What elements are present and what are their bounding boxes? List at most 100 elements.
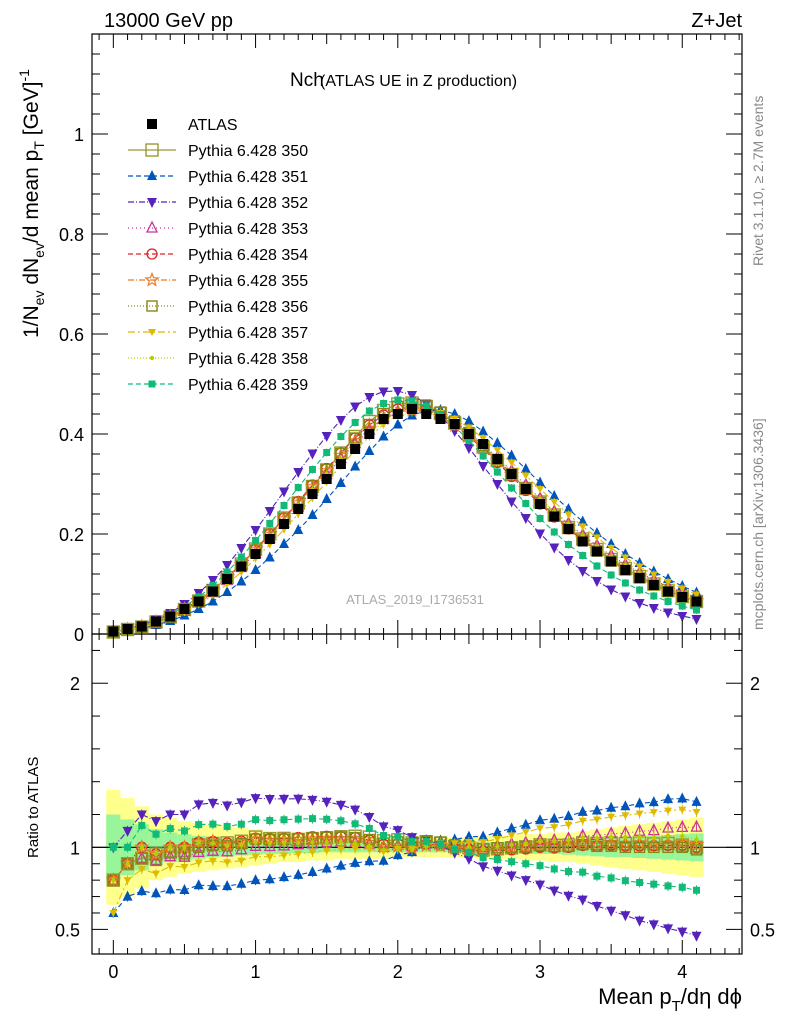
- ratio-point-pythia-6-428-352: [321, 797, 332, 808]
- point-atlas: [151, 616, 162, 627]
- ratio-y-tick-label-right: 0.5: [750, 920, 775, 940]
- point-pythia-6-428-359: [508, 484, 516, 492]
- point-pythia-6-428-357: [678, 585, 687, 593]
- ratio-point-pythia-6-428-359: [522, 860, 530, 868]
- point-pythia-6-428-359: [294, 484, 302, 491]
- ratio-point-pythia-6-428-359: [465, 849, 473, 857]
- point-pythia-6-428-359: [550, 528, 558, 536]
- point-pythia-6-428-359: [408, 397, 416, 405]
- ratio-point-pythia-6-428-352: [577, 895, 588, 906]
- ratio-point-pythia-6-428-352: [620, 911, 631, 922]
- point-atlas: [250, 549, 261, 559]
- ratio-point-pythia-6-428-358: [523, 841, 529, 846]
- ratio-point-pythia-6-428-358: [153, 851, 159, 857]
- ratio-point-pythia-6-428-359: [607, 874, 615, 882]
- point-atlas: [378, 414, 389, 424]
- point-pythia-6-428-351: [506, 449, 517, 460]
- point-pythia-6-428-352: [335, 416, 346, 426]
- ratio-point-pythia-6-428-351: [350, 856, 361, 867]
- ratio-point-pythia-6-428-352: [506, 871, 517, 882]
- point-pythia-6-428-359: [308, 466, 316, 473]
- ratio-point-pythia-6-428-353: [249, 838, 262, 851]
- ratio-point-pythia-6-428-352: [648, 920, 659, 931]
- point-pythia-6-428-352: [207, 576, 218, 586]
- ratio-point-pythia-6-428-351: [492, 826, 503, 837]
- ratio-point-pythia-6-428-357: [265, 853, 274, 861]
- ratio-point-pythia-6-428-356: [648, 841, 660, 854]
- legend-marker-pythia-6-428-357: [148, 329, 156, 336]
- ratio-point-pythia-6-428-352: [606, 906, 617, 917]
- ratio-point-pythia-6-428-351: [606, 801, 617, 812]
- ratio-line-pythia-6-428-355: [112, 838, 697, 881]
- ratio-point-pythia-6-428-359: [394, 833, 402, 841]
- ratio-point-pythia-6-428-358: [281, 840, 287, 846]
- ratio-point-pythia-6-428-351: [563, 810, 574, 821]
- point-pythia-6-428-357: [592, 534, 601, 542]
- ratio-point-pythia-6-428-358: [680, 834, 685, 839]
- ratio-point-pythia-6-428-358: [125, 861, 130, 866]
- point-atlas: [350, 444, 361, 454]
- ratio-point-pythia-6-428-358: [253, 840, 258, 845]
- point-pythia-6-428-359: [223, 568, 231, 576]
- y-tick-label: 0.6: [59, 325, 84, 345]
- point-pythia-6-428-359: [664, 598, 672, 605]
- point-pythia-6-428-359: [266, 520, 274, 527]
- legend-label-pythia-6-428-352: Pythia 6.428 352: [188, 195, 308, 212]
- point-pythia-6-428-359: [380, 400, 388, 407]
- point-atlas: [478, 439, 489, 449]
- point-pythia-6-428-352: [378, 387, 389, 398]
- ratio-point-pythia-6-428-359: [109, 843, 117, 851]
- point-pythia-6-428-359: [579, 552, 587, 559]
- ratio-point-pythia-6-428-358: [381, 847, 386, 853]
- ratio-point-pythia-6-428-358: [210, 841, 216, 846]
- ratio-point-pythia-6-428-351: [321, 862, 332, 873]
- ratio-point-pythia-6-428-352: [279, 794, 290, 805]
- ratio-point-pythia-6-428-357: [351, 845, 360, 853]
- point-pythia-6-428-359: [479, 452, 487, 460]
- point-pythia-6-428-359: [493, 468, 501, 476]
- ratio-point-pythia-6-428-358: [324, 839, 329, 845]
- point-pythia-6-428-351: [236, 575, 247, 586]
- point-pythia-6-428-352: [463, 444, 474, 454]
- point-pythia-6-428-351: [350, 460, 361, 471]
- ratio-point-pythia-6-428-358: [367, 843, 372, 849]
- ratio-y-tick-label-left: 2: [70, 674, 80, 694]
- ratio-point-pythia-6-428-352: [663, 924, 674, 935]
- ratio-point-pythia-6-428-359: [209, 820, 217, 828]
- point-pythia-6-428-357: [692, 591, 701, 599]
- point-pythia-6-428-351: [392, 418, 403, 429]
- ratio-point-pythia-6-428-351: [478, 830, 489, 841]
- ratio-point-pythia-6-428-352: [165, 810, 176, 821]
- ratio-point-pythia-6-428-357: [308, 849, 317, 857]
- ratio-point-pythia-6-428-358: [665, 833, 671, 838]
- legend-label-pythia-6-428-351: Pythia 6.428 351: [188, 169, 308, 186]
- point-pythia-6-428-352: [691, 615, 702, 625]
- point-pythia-6-428-351: [577, 515, 588, 526]
- point-pythia-6-428-352: [591, 577, 602, 587]
- ratio-point-pythia-6-428-352: [520, 876, 531, 887]
- legend-marker-atlas: [147, 119, 157, 129]
- ratio-point-pythia-6-428-359: [237, 820, 245, 828]
- point-pythia-6-428-352: [321, 432, 332, 442]
- point-pythia-6-428-352: [250, 526, 261, 536]
- point-pythia-6-428-359: [394, 396, 402, 404]
- ratio-point-pythia-6-428-351: [535, 814, 546, 825]
- ratio-point-pythia-6-428-356: [619, 841, 632, 854]
- ratio-line-pythia-6-428-358: [112, 835, 697, 881]
- point-atlas: [549, 511, 560, 522]
- ratio-point-pythia-6-428-357: [649, 809, 658, 817]
- ratio-point-pythia-6-428-358: [466, 845, 472, 850]
- point-pythia-6-428-357: [479, 435, 488, 442]
- ratio-point-pythia-6-428-351: [648, 796, 659, 807]
- point-pythia-6-428-352: [478, 462, 489, 472]
- ratio-point-pythia-6-428-351: [236, 877, 247, 888]
- ratio-point-pythia-6-428-358: [480, 846, 486, 851]
- ratio-point-pythia-6-428-357: [294, 850, 303, 858]
- ratio-point-pythia-6-428-358: [196, 840, 201, 845]
- ratio-point-pythia-6-428-352: [293, 794, 304, 805]
- point-pythia-6-428-359: [636, 586, 644, 594]
- legend-label-pythia-6-428-355: Pythia 6.428 355: [188, 273, 308, 290]
- legend-marker-pythia-6-428-356: [146, 300, 158, 312]
- ratio-point-pythia-6-428-357: [692, 808, 701, 816]
